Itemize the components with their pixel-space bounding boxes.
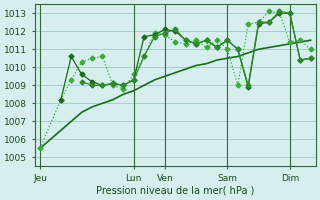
- X-axis label: Pression niveau de la mer( hPa ): Pression niveau de la mer( hPa ): [96, 186, 254, 196]
